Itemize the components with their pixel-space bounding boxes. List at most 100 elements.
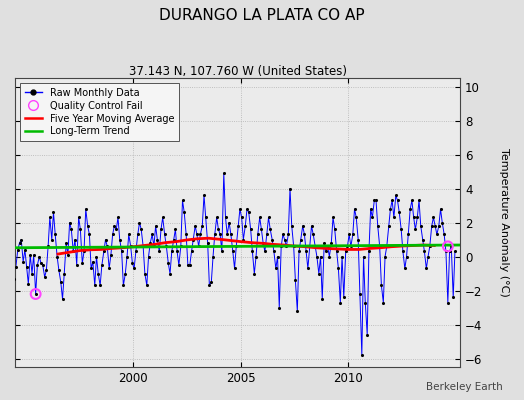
- Point: [87, 265, 95, 272]
- Point: [155, 248, 163, 255]
- Point: [268, 236, 276, 243]
- Point: [271, 265, 280, 272]
- Point: [386, 206, 395, 212]
- Point: [205, 282, 214, 289]
- Point: [252, 253, 260, 260]
- Point: [415, 197, 423, 204]
- Point: [160, 231, 169, 238]
- Point: [348, 231, 357, 238]
- Point: [329, 214, 337, 221]
- Point: [159, 214, 167, 221]
- Point: [399, 248, 407, 255]
- Point: [282, 243, 290, 250]
- Point: [408, 197, 416, 204]
- Point: [304, 265, 312, 272]
- Point: [123, 253, 131, 260]
- Point: [299, 223, 307, 229]
- Point: [318, 296, 326, 302]
- Point: [217, 248, 226, 255]
- Point: [325, 253, 334, 260]
- Point: [139, 243, 147, 250]
- Point: [94, 270, 102, 277]
- Point: [66, 219, 74, 226]
- Point: [401, 265, 409, 272]
- Point: [44, 243, 52, 250]
- Point: [376, 243, 384, 250]
- Point: [365, 248, 373, 255]
- Point: [259, 240, 267, 246]
- Point: [225, 219, 233, 226]
- Point: [82, 206, 90, 212]
- Point: [26, 252, 35, 258]
- Point: [340, 294, 348, 301]
- Point: [112, 226, 121, 232]
- Point: [121, 270, 129, 277]
- Point: [137, 226, 146, 232]
- Point: [366, 206, 375, 212]
- Point: [404, 231, 412, 238]
- Point: [234, 223, 243, 229]
- Point: [295, 248, 303, 255]
- Point: [24, 280, 32, 287]
- Point: [451, 248, 459, 255]
- Point: [356, 291, 364, 297]
- Point: [207, 279, 215, 285]
- Point: [275, 304, 283, 311]
- Point: [322, 248, 330, 255]
- Point: [359, 253, 368, 260]
- Point: [126, 243, 135, 250]
- Point: [354, 236, 363, 243]
- Point: [101, 236, 110, 243]
- Point: [314, 270, 323, 277]
- Point: [49, 209, 58, 216]
- Point: [302, 248, 310, 255]
- Point: [146, 240, 155, 246]
- Point: [227, 231, 235, 238]
- Point: [228, 248, 237, 255]
- Point: [374, 223, 382, 229]
- Point: [37, 260, 45, 266]
- Point: [345, 231, 353, 238]
- Point: [313, 253, 321, 260]
- Point: [334, 265, 343, 272]
- Point: [424, 253, 432, 260]
- Point: [388, 197, 396, 204]
- Point: [442, 248, 450, 255]
- Point: [200, 192, 208, 198]
- Point: [246, 226, 255, 232]
- Point: [91, 282, 99, 289]
- Point: [74, 214, 83, 221]
- Point: [379, 299, 388, 306]
- Point: [85, 231, 94, 238]
- Point: [8, 267, 16, 273]
- Point: [420, 248, 429, 255]
- Point: [51, 231, 59, 238]
- Point: [194, 243, 203, 250]
- Point: [180, 209, 189, 216]
- Point: [256, 214, 264, 221]
- Point: [289, 243, 298, 250]
- Point: [78, 260, 86, 266]
- Point: [169, 236, 178, 243]
- Point: [223, 231, 232, 238]
- Point: [241, 223, 249, 229]
- Point: [143, 282, 151, 289]
- Point: [277, 243, 286, 250]
- Point: [338, 253, 346, 260]
- Point: [46, 214, 54, 221]
- Point: [162, 243, 171, 250]
- Point: [182, 231, 190, 238]
- Point: [107, 252, 115, 258]
- Point: [434, 223, 443, 229]
- Point: [447, 243, 455, 250]
- Point: [343, 243, 352, 250]
- Point: [177, 243, 185, 250]
- Point: [110, 223, 118, 229]
- Point: [311, 243, 319, 250]
- Point: [174, 262, 183, 268]
- Point: [293, 308, 301, 314]
- Point: [48, 236, 56, 243]
- Point: [342, 248, 350, 255]
- Point: [417, 223, 425, 229]
- Point: [336, 299, 344, 306]
